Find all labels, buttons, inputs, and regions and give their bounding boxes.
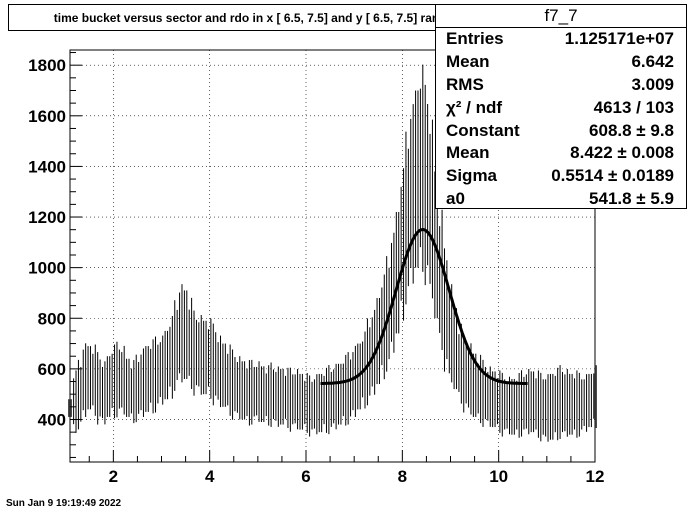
y-tick-label: 1400 bbox=[28, 157, 66, 176]
x-tick-label: 8 bbox=[398, 467, 407, 486]
y-tick-label: 1200 bbox=[28, 208, 66, 227]
chart-title: time bucket versus sector and rdo in x [… bbox=[8, 4, 499, 31]
axes: 2 4 6 8 10 12 400 600 800 1000 1200 1400 1600 1800 bbox=[28, 52, 605, 486]
y-tick-label: 600 bbox=[38, 360, 66, 379]
stats-value: 1.125171e+07 bbox=[564, 29, 674, 48]
stats-value: 6.642 bbox=[631, 51, 674, 71]
stats-label: RMS bbox=[446, 74, 484, 94]
y-tick-label: 800 bbox=[38, 309, 66, 328]
x-tick-label: 6 bbox=[301, 467, 310, 486]
stats-label: Mean bbox=[446, 51, 490, 71]
fit-curve bbox=[320, 227, 528, 385]
stats-row: χ² / ndf 4613 / 103 bbox=[436, 97, 686, 120]
stats-label: χ² / ndf bbox=[446, 97, 503, 117]
plot-frame bbox=[69, 49, 596, 463]
stats-label: Sigma bbox=[446, 166, 498, 186]
stats-histogram-name: f7_7 bbox=[436, 5, 686, 28]
stats-row: Mean 6.642 bbox=[436, 51, 686, 74]
stats-row: a0 541.8 ± 5.9 bbox=[436, 188, 686, 211]
stats-value: 8.422 ± 0.008 bbox=[570, 143, 674, 163]
stats-value: 4613 / 103 bbox=[593, 97, 674, 117]
y-tick-label: 400 bbox=[38, 410, 66, 429]
stats-box: f7_7 Entries 1.125171e+07 Mean 6.642 RMS 3.00… bbox=[435, 4, 687, 209]
timestamp-footer: Sun Jan 9 19:19:49 2022 bbox=[6, 498, 122, 509]
stats-value: 541.8 ± 5.9 bbox=[589, 189, 674, 209]
stats-value: 0.5514 ± 0.0189 bbox=[551, 166, 674, 186]
stats-value: 3.009 bbox=[631, 74, 674, 94]
stats-label: Mean bbox=[446, 143, 490, 163]
histogram-bins bbox=[68, 64, 597, 442]
stats-value: 608.8 ± 9.8 bbox=[589, 120, 674, 140]
stats-row: Entries 1.125171e+07 bbox=[436, 28, 686, 51]
stats-row: Sigma 0.5514 ± 0.0189 bbox=[436, 165, 686, 188]
y-tick-label: 1000 bbox=[28, 259, 66, 278]
x-tick-label: 2 bbox=[109, 467, 118, 486]
stats-rows: Entries 1.125171e+07 Mean 6.642 RMS 3.009 χ² /… bbox=[436, 28, 686, 211]
stats-row: Mean 8.422 ± 0.008 bbox=[436, 142, 686, 165]
y-tick-label: 1800 bbox=[28, 56, 66, 75]
x-tick-label: 4 bbox=[205, 467, 215, 486]
x-tick-label: 10 bbox=[489, 467, 508, 486]
x-tick-label: 12 bbox=[586, 467, 605, 486]
y-tick-label: 1600 bbox=[28, 107, 66, 126]
stats-row: RMS 3.009 bbox=[436, 74, 686, 97]
stats-label: Constant bbox=[446, 120, 520, 140]
stats-label: Entries bbox=[446, 29, 504, 48]
stats-label: a0 bbox=[446, 189, 465, 209]
stats-row: Constant 608.8 ± 9.8 bbox=[436, 120, 686, 143]
